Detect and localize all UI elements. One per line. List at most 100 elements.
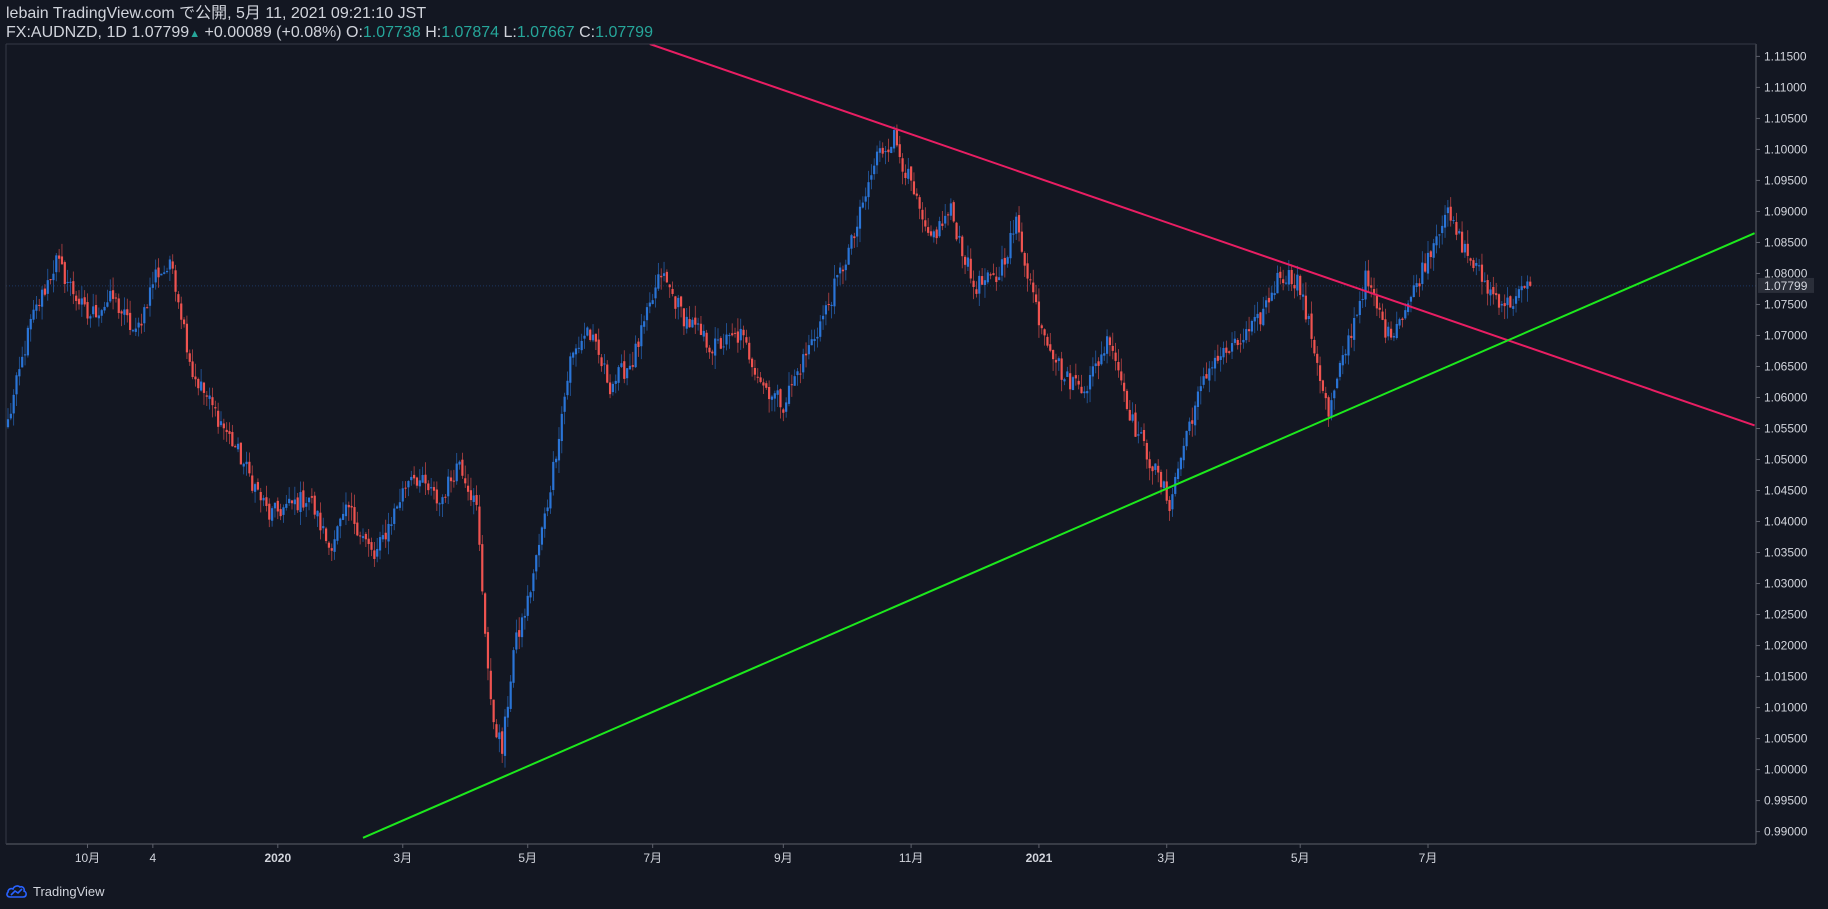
candle-body	[359, 535, 362, 537]
candle-body	[620, 363, 623, 367]
candle	[481, 535, 484, 595]
candle-body	[1466, 243, 1469, 256]
candle-body	[1503, 303, 1506, 307]
candle	[873, 158, 876, 180]
trendlines[interactable]	[362, 44, 1755, 839]
candle-body	[1205, 374, 1208, 379]
candle-body	[1219, 356, 1222, 361]
candle-body	[1148, 459, 1151, 469]
candle-body	[941, 223, 944, 226]
candle-body	[15, 375, 18, 395]
candle-body	[77, 298, 81, 305]
candle-body	[821, 315, 825, 320]
candle-body	[148, 287, 152, 306]
candle	[946, 212, 950, 226]
candle	[1003, 248, 1006, 278]
candle	[415, 476, 419, 489]
candle-body	[603, 363, 606, 365]
candle	[140, 313, 143, 334]
candle	[154, 259, 157, 290]
candle-body	[1120, 371, 1123, 381]
candle-body	[89, 316, 92, 319]
candle	[1480, 253, 1484, 295]
candle	[694, 305, 697, 334]
candle	[1196, 386, 1200, 420]
candle-body	[1256, 313, 1259, 319]
candle-body	[381, 535, 384, 540]
candle-body	[677, 297, 680, 308]
candle-body	[1131, 414, 1134, 421]
candle	[643, 315, 646, 334]
candle	[1495, 282, 1498, 300]
time-axis[interactable]: 10月 4 2020 3月 5月 7月 9月 11月 2021 3月 5月 7月	[75, 844, 1438, 865]
candle	[716, 328, 720, 344]
candle-body	[1446, 207, 1449, 214]
candle-body	[231, 432, 234, 447]
price-axis[interactable]: 1.11500 1.11000 1.10500 1.10000 1.09500 1.090…	[1756, 49, 1814, 839]
candle	[1375, 288, 1378, 317]
candle	[185, 315, 189, 360]
candle-body	[413, 474, 416, 479]
candle	[827, 292, 830, 311]
candle	[804, 342, 808, 368]
candle	[1438, 234, 1441, 249]
candle	[529, 590, 532, 604]
candle-body	[1395, 323, 1398, 339]
candle	[58, 248, 61, 273]
candle	[540, 526, 544, 551]
candle	[830, 301, 833, 319]
candle	[151, 271, 154, 300]
candle-body	[1372, 289, 1376, 295]
candle	[12, 389, 15, 426]
candle-body	[32, 309, 35, 320]
candle-body	[219, 421, 223, 426]
candle-body	[1108, 337, 1112, 346]
candle	[1460, 221, 1464, 254]
candle-body	[873, 165, 876, 175]
candle	[1424, 253, 1427, 273]
candle-body	[983, 280, 987, 285]
candle-body	[546, 507, 549, 512]
candle-body	[109, 290, 112, 302]
candle-body	[6, 419, 10, 428]
candle	[381, 524, 384, 543]
candle	[1052, 349, 1055, 371]
candle-body	[597, 339, 600, 355]
candle	[123, 297, 126, 325]
candle	[1387, 322, 1390, 341]
candle-body	[424, 474, 427, 484]
candle	[441, 494, 444, 517]
candle	[731, 323, 734, 337]
candle	[1529, 276, 1532, 287]
candle	[503, 709, 507, 768]
candle	[861, 196, 864, 209]
candle-body	[40, 289, 44, 307]
candle-body	[390, 524, 393, 526]
candle-body	[1517, 289, 1520, 298]
candle-body	[580, 340, 583, 351]
candle	[750, 357, 754, 377]
candle-body	[847, 247, 850, 265]
candle-body	[938, 221, 941, 237]
candle-body	[989, 274, 992, 276]
up-arrow-icon: ▲	[189, 28, 201, 40]
candle-body	[154, 269, 157, 283]
candle	[589, 328, 592, 342]
candle	[359, 531, 362, 545]
tradingview-logo[interactable]: TradingView	[6, 881, 105, 901]
y-tick-label: 1.11500	[1764, 49, 1807, 63]
candle	[1154, 463, 1157, 475]
candle-body	[645, 307, 649, 321]
candle	[836, 274, 839, 287]
candle-body	[441, 497, 444, 505]
candle-body	[722, 346, 725, 348]
candle-body	[1185, 430, 1188, 447]
candle	[407, 480, 410, 497]
candle	[1103, 346, 1106, 361]
plot-frame	[5, 43, 1757, 845]
candle	[807, 334, 810, 360]
candle	[1199, 376, 1202, 405]
candle	[1512, 298, 1515, 316]
candle-body	[640, 325, 643, 347]
